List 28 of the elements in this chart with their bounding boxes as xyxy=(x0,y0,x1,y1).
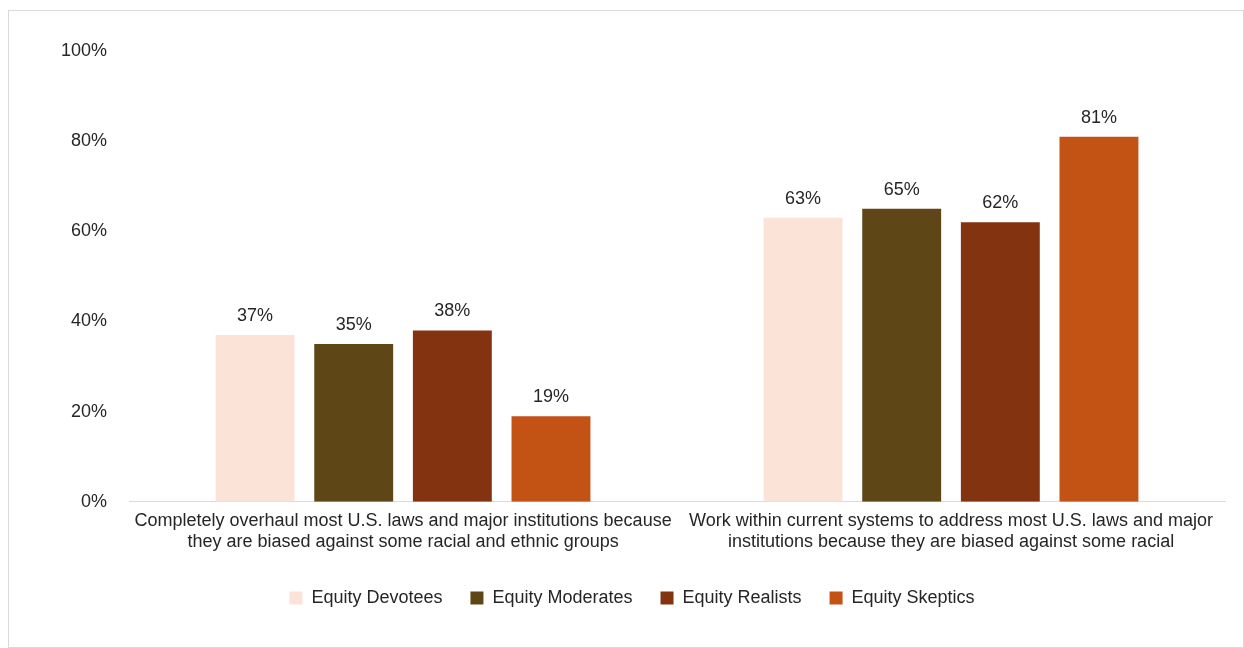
data-label: 81% xyxy=(1080,106,1117,127)
bar xyxy=(511,416,591,502)
data-label: 62% xyxy=(982,192,1019,213)
legend-label: Equity Devotees xyxy=(311,586,443,607)
y-tick-label: 40% xyxy=(71,310,108,331)
legend-label: Equity Moderates xyxy=(492,586,633,607)
y-tick-label: 60% xyxy=(71,220,108,241)
bar xyxy=(862,208,942,502)
data-label: 65% xyxy=(883,178,920,199)
bar xyxy=(412,330,492,502)
data-label: 63% xyxy=(785,187,822,208)
bar xyxy=(960,222,1040,502)
x-tick-label: Completely overhaul most U.S. laws and major institutions because they are biased against some racial and ethnic groups xyxy=(134,509,672,552)
legend-label: Equity Skeptics xyxy=(851,586,975,607)
data-label: 35% xyxy=(335,313,372,334)
data-label: 37% xyxy=(237,304,274,325)
bar xyxy=(215,335,295,502)
y-tick-label: 100% xyxy=(60,39,108,60)
data-label: 38% xyxy=(434,300,471,321)
y-tick-label: 80% xyxy=(71,130,108,151)
bar xyxy=(314,344,394,502)
y-tick-label: 0% xyxy=(81,490,108,511)
data-label: 19% xyxy=(532,386,569,407)
legend-label: Equity Realists xyxy=(682,586,802,607)
bar xyxy=(763,217,843,502)
x-tick-label: Work within current systems to address most U.S. laws and major institutions because they are biased against some racial xyxy=(689,509,1213,552)
bar xyxy=(1059,136,1139,502)
y-tick-label: 20% xyxy=(71,400,108,421)
